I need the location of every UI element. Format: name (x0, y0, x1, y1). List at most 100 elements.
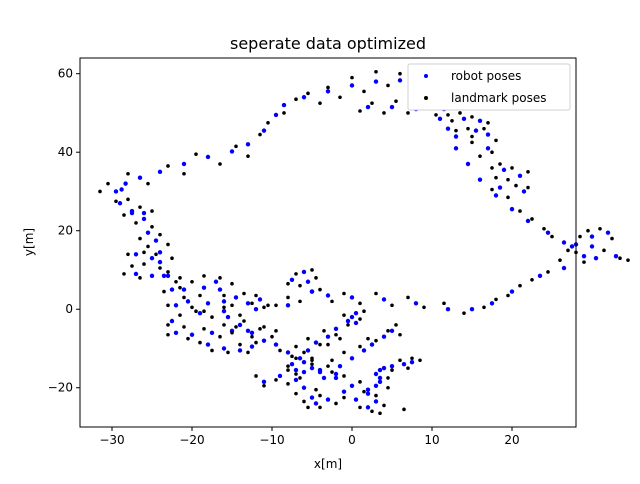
landmark-pose-point (202, 327, 206, 331)
landmark-pose-point (374, 338, 378, 343)
robot-pose-point (389, 104, 395, 110)
robot-pose-point (497, 185, 503, 190)
robot-pose-point (301, 360, 307, 365)
robot-pose-point (561, 240, 567, 245)
landmark-pose-point (202, 274, 206, 278)
landmark-pose-point (254, 293, 258, 298)
landmark-pose-point (306, 336, 310, 341)
landmark-pose-point (446, 113, 450, 117)
landmark-pose-point (386, 376, 390, 380)
robot-pose-point (353, 310, 359, 316)
x-axis-label: x[m] (314, 457, 342, 471)
robot-pose-point (293, 367, 299, 373)
landmark-pose-point (262, 325, 266, 329)
robot-pose-point (141, 210, 147, 216)
landmark-pose-point (318, 101, 322, 105)
landmark-pose-point (158, 232, 162, 237)
robot-pose-point (221, 299, 227, 304)
robot-pose-point (589, 244, 595, 249)
robot-pose-point (365, 104, 371, 110)
robot-pose-point (301, 269, 307, 275)
landmark-pose-point (542, 226, 546, 231)
robot-pose-point (493, 193, 499, 198)
robot-pose-point (325, 397, 331, 402)
robot-pose-point (593, 256, 599, 261)
robot-pose-point (209, 330, 215, 335)
landmark-pose-point (166, 303, 170, 308)
landmark-pose-point (382, 111, 386, 115)
landmark-pose-point (470, 134, 474, 139)
robot-pose-point (233, 295, 239, 300)
robot-pose-point (561, 265, 567, 271)
landmark-pose-point (330, 358, 334, 363)
robot-pose-point (461, 116, 467, 122)
robot-pose-point (333, 326, 339, 332)
landmark-pose-point (270, 334, 274, 339)
robot-pose-point (281, 102, 287, 108)
robot-pose-point (509, 289, 515, 294)
landmark-pose-point (342, 291, 346, 296)
landmark-pose-point (550, 234, 554, 239)
robot-pose-point (141, 216, 147, 222)
landmark-pose-point (618, 256, 622, 261)
plot-frame (79, 57, 577, 428)
landmark-pose-point (122, 213, 126, 217)
robot-pose-point (205, 154, 211, 160)
robot-pose-point (537, 273, 543, 279)
landmark-pose-point (230, 281, 234, 286)
landmark-pose-point (374, 291, 378, 296)
robot-poses-series (113, 78, 619, 410)
landmark-pose-point (526, 170, 530, 174)
robot-pose-point (477, 118, 483, 124)
landmark-pose-point (254, 374, 258, 378)
landmark-pose-point (374, 393, 378, 398)
robot-pose-point (485, 132, 491, 137)
landmark-pose-point (546, 270, 550, 274)
robot-pose-point (589, 234, 595, 239)
landmark-pose-point (482, 126, 486, 131)
robot-pose-point (221, 346, 227, 351)
landmark-pose-point (134, 221, 138, 225)
landmark-pose-point (506, 177, 510, 182)
landmark-pose-point (566, 248, 570, 253)
landmark-pose-point (274, 303, 278, 308)
landmark-pose-point (202, 309, 206, 313)
landmark-pose-point (178, 276, 182, 280)
landmark-pose-point (190, 279, 194, 284)
series-layer (98, 69, 630, 416)
landmark-pose-point (262, 305, 266, 310)
landmark-pose-point (494, 175, 498, 180)
robot-pose-point (305, 348, 311, 353)
robot-pose-point (453, 146, 459, 151)
landmark-pose-point (418, 358, 422, 363)
landmark-pose-point (298, 376, 302, 380)
landmark-pose-point (314, 276, 318, 280)
robot-pose-point (469, 307, 475, 312)
robot-pose-point (229, 149, 235, 154)
landmark-pose-point (342, 374, 346, 378)
y-axis-ticks: −20 0 20 40 60 (48, 67, 80, 395)
landmark-pose-point (234, 325, 238, 329)
landmark-pose-point (330, 299, 334, 304)
landmark-pose-point (238, 342, 242, 347)
landmark-pose-point (278, 348, 282, 353)
landmark-pose-point (322, 329, 326, 333)
landmark-pose-point (218, 276, 222, 280)
landmark-pose-point (138, 236, 142, 241)
landmark-pose-point (126, 252, 130, 257)
robot-pose-point (501, 167, 507, 173)
robot-pose-point (221, 308, 227, 314)
landmark-pose-point (314, 387, 318, 392)
robot-pose-point (169, 287, 175, 292)
landmark-pose-point (194, 309, 198, 313)
robot-pose-point (173, 330, 179, 335)
landmark-pose-point (514, 183, 518, 188)
landmark-pose-point (222, 323, 226, 327)
robot-pose-point (173, 303, 179, 308)
y-tick-label: 40 (58, 145, 73, 159)
landmark-pose-point (334, 332, 338, 337)
landmark-pose-point (510, 166, 514, 170)
legend-box (407, 63, 571, 111)
landmark-pose-point (382, 403, 386, 408)
landmark-pose-point (582, 260, 586, 264)
